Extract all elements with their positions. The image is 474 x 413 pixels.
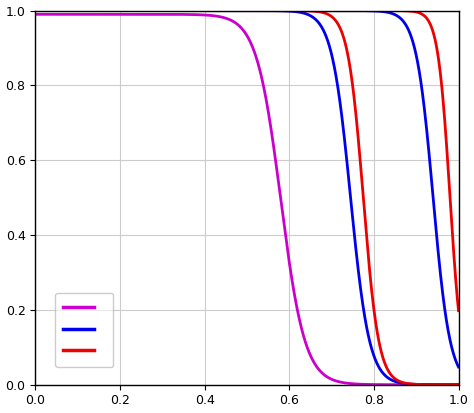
Legend:  ,  ,  : , , [55, 292, 113, 367]
